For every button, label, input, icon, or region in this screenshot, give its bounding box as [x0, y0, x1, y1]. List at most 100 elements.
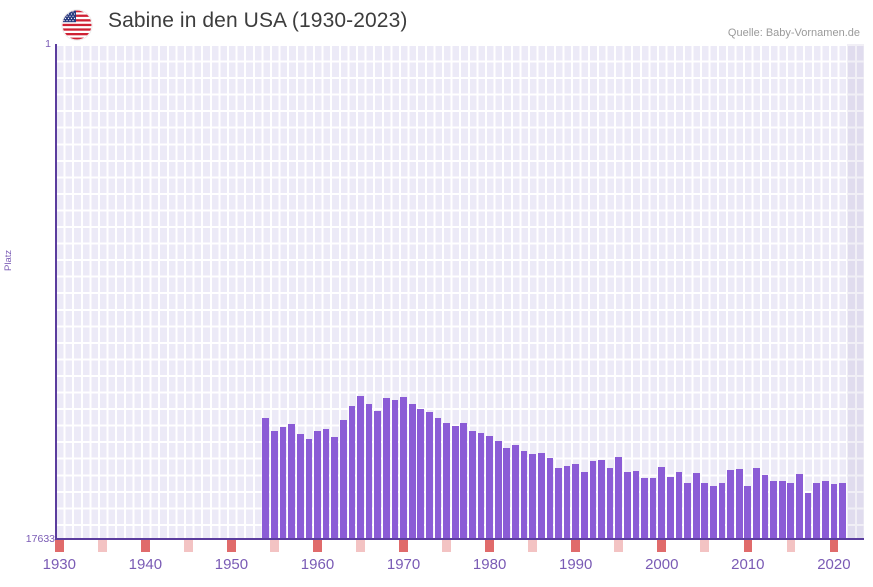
bar-1989[interactable] [563, 466, 571, 540]
bar-2002[interactable] [675, 471, 683, 540]
bar-2016[interactable] [796, 473, 803, 540]
bar-2018[interactable] [813, 483, 820, 540]
x-axis-label-2000: 2000 [645, 556, 679, 573]
bar-1954[interactable] [262, 418, 270, 540]
bar-1987[interactable] [546, 458, 554, 540]
bar-2010[interactable] [744, 485, 752, 540]
bar-1992[interactable] [589, 461, 597, 540]
bar-2013[interactable] [770, 481, 777, 540]
bar-1998[interactable] [641, 478, 648, 540]
bar-1965[interactable] [357, 396, 364, 540]
bar-1979[interactable] [477, 433, 485, 540]
bar-1964[interactable] [348, 406, 356, 540]
bar-2000[interactable] [658, 467, 666, 540]
bar-2005[interactable] [701, 483, 709, 540]
bar-2011[interactable] [753, 468, 760, 540]
bar-1962[interactable] [331, 436, 339, 540]
x-axis-line [55, 538, 864, 540]
bar-1973[interactable] [426, 411, 433, 540]
bar-1969[interactable] [391, 400, 399, 540]
bar-1993[interactable] [598, 460, 605, 540]
bar-1972[interactable] [417, 409, 425, 540]
bar-2003[interactable] [684, 483, 691, 540]
x-tick-marker-1965 [356, 540, 365, 552]
bar-2015[interactable] [787, 482, 795, 540]
bar-1955[interactable] [271, 430, 278, 540]
bar-1970[interactable] [400, 397, 407, 540]
x-tick-marker-1940 [141, 540, 150, 552]
bar-1971[interactable] [408, 404, 416, 540]
x-tick-marker-2020 [829, 540, 839, 552]
x-axis-label-1950: 1950 [214, 556, 249, 573]
x-tick-marker-1995 [614, 540, 623, 552]
bar-1959[interactable] [305, 439, 313, 540]
bar-1999[interactable] [649, 478, 657, 540]
bar-1997[interactable] [632, 470, 640, 540]
bar-1975[interactable] [443, 422, 450, 540]
bar-2001[interactable] [666, 477, 674, 540]
bar-1980[interactable] [486, 436, 493, 540]
source-attribution: Quelle: Baby-Vornamen.de [727, 27, 860, 39]
bar-1963[interactable] [339, 420, 347, 540]
bar-1968[interactable] [382, 397, 390, 540]
bar-2012[interactable] [761, 474, 769, 540]
x-tick-marker-1945 [184, 540, 193, 552]
x-tick-marker-1955 [270, 540, 279, 552]
y-axis-line [55, 44, 57, 540]
y-axis-bottom-label: 17633 [25, 533, 55, 545]
bar-2019[interactable] [821, 481, 829, 540]
y-axis-title: Platz [3, 249, 14, 271]
y-axis-top-label: 1 [45, 38, 51, 50]
bar-1967[interactable] [374, 411, 382, 540]
bar-1986[interactable] [537, 453, 545, 540]
x-tick-marker-1960 [313, 540, 322, 552]
chart-header: Sabine in den USA (1930-2023) Quelle: Ba… [0, 0, 873, 44]
bar-1981[interactable] [494, 441, 502, 540]
bar-1960[interactable] [314, 431, 321, 540]
x-tick-marker-1975 [442, 540, 451, 552]
bar-1978[interactable] [469, 430, 476, 540]
us-flag-icon [62, 10, 92, 40]
bar-1991[interactable] [580, 472, 588, 540]
bar-1996[interactable] [623, 471, 631, 540]
bar-2006[interactable] [710, 485, 717, 540]
bar-1958[interactable] [296, 433, 304, 540]
x-tick-marker-1985 [528, 540, 537, 552]
x-tick-marker-2010 [743, 540, 753, 552]
bar-2008[interactable] [727, 469, 734, 540]
x-tick-marker-1935 [98, 540, 107, 552]
bar-1966[interactable] [365, 404, 373, 540]
bar-1982[interactable] [503, 447, 511, 540]
bar-1994[interactable] [606, 467, 614, 540]
x-axis-label-1940: 1940 [128, 556, 163, 573]
bar-1977[interactable] [460, 422, 468, 540]
x-axis-label-2010: 2010 [731, 556, 765, 573]
bar-series [55, 44, 864, 540]
x-axis-label-1970: 1970 [386, 556, 421, 573]
bar-1995[interactable] [615, 456, 623, 540]
bar-2014[interactable] [778, 481, 786, 540]
bar-2021[interactable] [839, 482, 846, 540]
bar-1956[interactable] [279, 426, 287, 540]
bar-2020[interactable] [830, 484, 838, 540]
bar-1976[interactable] [451, 426, 459, 540]
bar-2017[interactable] [804, 492, 812, 540]
bar-1983[interactable] [512, 445, 519, 540]
x-tick-marker-1990 [571, 540, 580, 552]
x-axis-tick-markers [55, 540, 864, 558]
bar-1990[interactable] [572, 463, 580, 540]
bar-1984[interactable] [520, 451, 528, 540]
bar-1988[interactable] [555, 467, 562, 540]
bar-2004[interactable] [692, 473, 700, 540]
x-tick-marker-1930 [55, 540, 64, 552]
page-title: Sabine in den USA (1930-2023) [108, 9, 408, 32]
bar-2009[interactable] [735, 468, 743, 540]
bar-1957[interactable] [288, 424, 296, 540]
bar-2007[interactable] [718, 483, 726, 540]
x-tick-marker-1950 [227, 540, 236, 552]
bar-1985[interactable] [529, 454, 536, 540]
chart-plot-area [55, 44, 864, 540]
bar-1961[interactable] [322, 428, 330, 540]
bar-1974[interactable] [434, 418, 442, 540]
x-axis-label-1960: 1960 [300, 556, 335, 573]
